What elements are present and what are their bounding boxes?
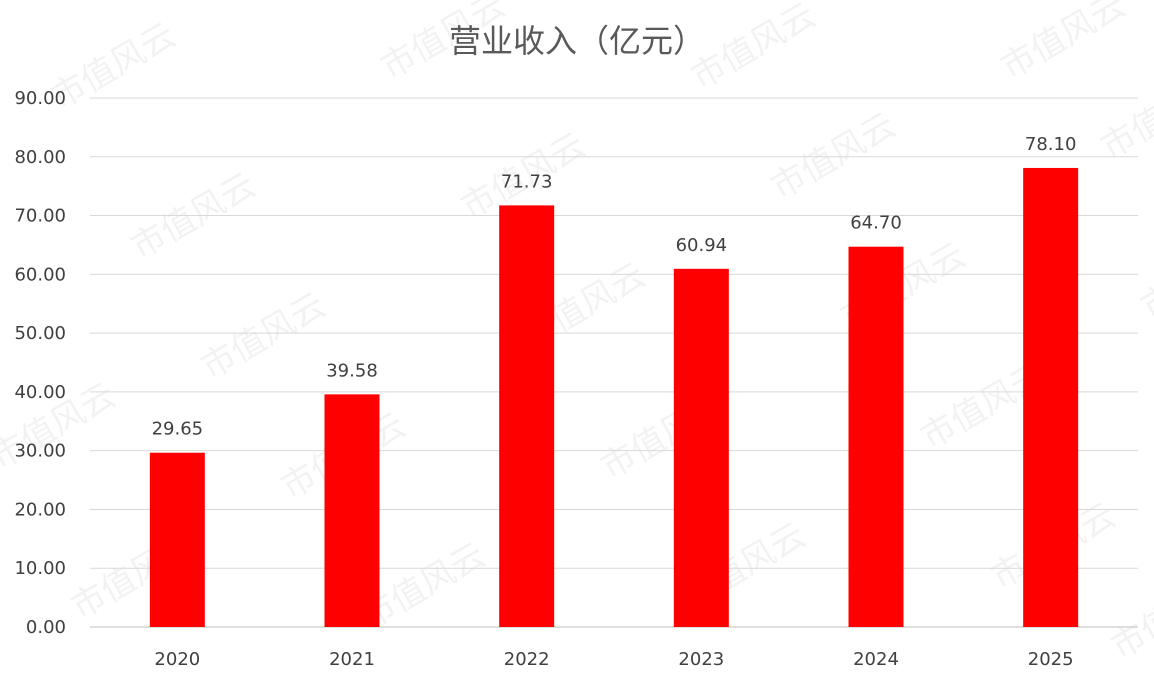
watermark-text: 市值风云 [125,165,263,268]
data-label-2022: 71.73 [501,171,553,192]
y-tick-label: 50.00 [14,323,66,344]
bar-2023 [674,269,729,627]
bar-2020 [150,453,205,627]
data-label-2020: 29.65 [152,419,204,440]
watermark-text: 市值风云 [1135,225,1154,328]
watermark-text: 市值风云 [995,0,1133,88]
y-tick-label: 30.00 [14,441,66,462]
y-tick-label: 90.00 [14,88,66,109]
watermark-text: 市值风云 [685,0,823,98]
x-tick-label: 2023 [678,649,724,670]
x-tick-label: 2020 [154,649,200,670]
y-tick-label: 10.00 [14,558,66,579]
x-tick-label: 2024 [853,649,899,670]
bars [150,168,1078,627]
y-tick-label: 20.00 [14,499,66,520]
y-tick-label: 0.00 [26,617,66,638]
y-tick-label: 60.00 [14,264,66,285]
chart-title: 营业收入（亿元） [449,22,705,60]
data-label-2024: 64.70 [850,213,902,234]
bar-2025 [1023,168,1078,627]
y-tick-label: 80.00 [14,147,66,168]
x-tick-label: 2021 [329,649,375,670]
x-tick-label: 2022 [504,649,550,670]
y-tick-label: 70.00 [14,206,66,227]
x-axis-ticks: 2020 2021 2022 2023 2024 2025 [154,649,1073,670]
data-label-2025: 78.10 [1025,134,1077,155]
y-axis-ticks: 0.00 10.00 20.00 30.00 40.00 50.00 60.00 70.00 8… [14,88,66,638]
x-tick-label: 2025 [1028,649,1074,670]
watermark-text: 市值风云 [1105,565,1154,668]
watermark-text: 市值风云 [195,285,333,388]
watermark-text: 市值风云 [1095,65,1154,168]
y-tick-label: 40.00 [14,382,66,403]
data-label-2021: 39.58 [326,360,378,381]
data-label-2023: 60.94 [676,235,728,256]
bar-2021 [325,394,380,627]
bar-2022 [499,205,554,627]
bar-2024 [849,247,904,627]
